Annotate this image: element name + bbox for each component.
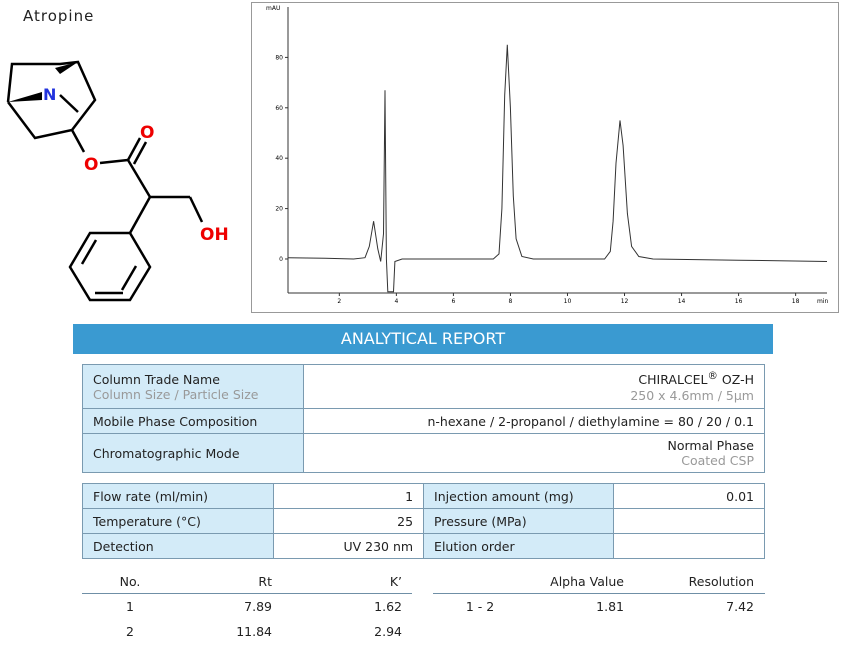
value: UV 230 nm [272,533,425,559]
y-tick-label: 60 [275,105,283,112]
value [613,533,765,559]
x-tick-label: 12 [621,298,629,305]
cell: 1 - 2 [465,599,495,614]
column-header: No. [119,574,141,589]
value: CHIRALCEL® OZ-H 250 x 4.6mm / 5µm [303,364,765,409]
x-axis-label: min [817,298,829,305]
x-tick-label: 16 [735,298,743,305]
value [613,508,765,534]
label: Mobile Phase Composition [82,408,304,434]
x-tick-label: 4 [394,298,398,305]
y-axis-label: mAU [266,5,280,12]
conditions-table: Flow rate (ml/min) 1 Injection amount (mg)… [82,483,765,559]
x-tick-label: 6 [451,298,455,305]
mode: Normal Phase [667,438,754,453]
label: Detection [82,533,274,559]
x-tick-label: 10 [564,298,572,305]
y-tick-label: 0 [279,256,283,263]
label: Pressure (MPa) [423,508,615,534]
cell: 1.81 [596,599,624,614]
compound-name: Atropine [23,7,95,25]
value: 1 [272,483,425,509]
column-size: 250 x 4.6mm / 5µm [630,387,754,403]
column-name: CHIRALCEL [638,372,708,388]
row: Temperature (°C) 25 Pressure (MPa) [82,508,765,534]
value: n-hexane / 2-propanol / diethylamine = 8… [303,408,765,434]
cell: 1.62 [374,599,402,614]
cell: 7.42 [726,599,754,614]
value: 0.01 [613,483,765,509]
chromatogram: 0 20 40 60 80 2 4 6 8 10 12 14 16 18 mAU min [251,2,839,313]
y-tick-label: 20 [275,206,283,213]
value: Normal Phase Coated CSP [303,433,765,473]
row: Flow rate (ml/min) 1 Injection amount (mg)… [82,483,765,509]
mark: ® [707,370,718,383]
column-model: OZ-H [721,372,754,388]
divider [82,593,412,594]
cell: 11.84 [236,624,272,639]
atom: O [140,123,154,143]
atom: N [43,85,56,104]
row: Detection UV 230 nm Elution order [82,533,765,559]
y-tick-label: 40 [275,155,283,162]
value: 25 [272,508,425,534]
atom: OH [200,225,229,245]
atom: O [84,155,98,175]
x-tick-label: 8 [509,298,513,305]
label: Chromatographic Mode [82,433,304,473]
label: Column Trade Name [93,371,220,387]
cell: 7.89 [244,599,272,614]
column-table: Column Trade Name Column Size / Particle … [82,364,765,473]
sublabel: Column Size / Particle Size [93,386,259,402]
label: Flow rate (ml/min) [82,483,274,509]
column-header: Alpha Value [550,574,624,589]
x-tick-label: 14 [678,298,686,305]
cell: 2 [126,624,134,639]
bonds [6,60,204,302]
trace [287,44,828,293]
column-header: K’ [389,574,402,589]
x-tick-label: 18 [792,298,800,305]
y-tick-label: 80 [275,54,283,61]
submode: Coated CSP [681,453,754,468]
label: Injection amount (mg) [423,483,615,509]
molecule: N O O OH [6,60,229,302]
divider [433,593,765,594]
label: Column Trade Name Column Size / Particle … [82,364,304,409]
column-header: Resolution [688,574,754,589]
report-title: ANALYTICAL REPORT [73,324,773,354]
cell: 2.94 [374,624,402,639]
label: Temperature (°C) [82,508,274,534]
cell: 1 [126,599,134,614]
x-tick-label: 2 [337,298,341,305]
label: Elution order [423,533,615,559]
column-header: Rt [258,574,272,589]
